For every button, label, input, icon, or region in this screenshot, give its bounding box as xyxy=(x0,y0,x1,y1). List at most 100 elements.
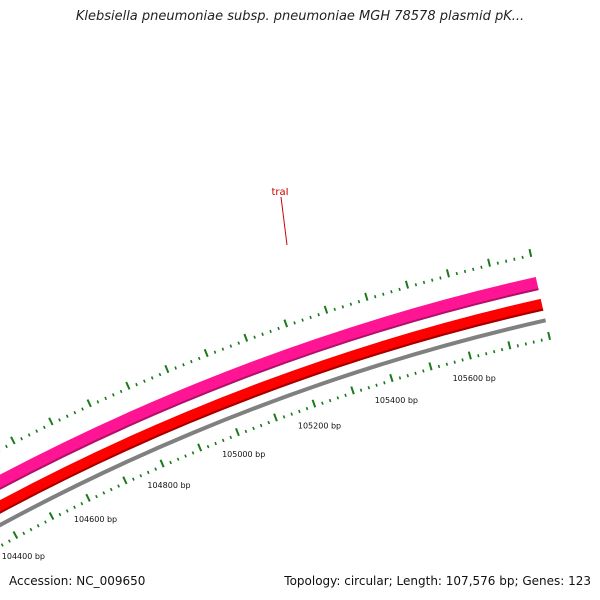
scale-tick xyxy=(146,470,150,475)
gene-label-pointer xyxy=(280,196,288,246)
outer-tick xyxy=(487,258,491,267)
outer-tick xyxy=(164,364,170,374)
gene-label-trai[interactable]: traI xyxy=(271,187,288,198)
outer-tick xyxy=(81,407,84,411)
outer-tick xyxy=(333,307,336,312)
map-summary-text: Topology: circular; Length: 107,576 bp; … xyxy=(284,574,591,588)
scale-label: 105200 bp xyxy=(298,422,341,431)
scale-tick xyxy=(176,457,180,461)
outer-tick xyxy=(104,396,108,401)
outer-tick xyxy=(382,292,385,296)
outer-tick xyxy=(472,267,475,272)
scale-tick xyxy=(500,348,504,352)
scale-tick xyxy=(252,426,255,431)
scale-tick xyxy=(139,474,143,478)
outer-tick xyxy=(269,329,272,334)
outer-tick xyxy=(463,269,467,274)
outer-tick xyxy=(10,436,16,445)
outer-tick xyxy=(431,278,434,282)
outer-tick xyxy=(65,414,69,418)
scale-label: 104800 bp xyxy=(147,481,190,490)
scale-tick xyxy=(214,441,217,446)
outer-tick xyxy=(398,287,401,292)
accession-text: Accession: NC_009650 xyxy=(9,574,146,588)
outer-tick xyxy=(27,433,31,437)
outer-tick xyxy=(119,389,123,394)
scale-tick xyxy=(311,399,317,408)
outer-tick xyxy=(135,382,138,387)
outer-tick xyxy=(414,283,418,287)
outer-tick xyxy=(111,393,115,397)
scale-tick xyxy=(305,406,309,411)
scale-tick xyxy=(524,342,527,346)
outer-tick xyxy=(197,356,201,361)
scale-tick xyxy=(453,360,456,364)
outer-tick xyxy=(158,372,162,377)
scale-tick xyxy=(95,494,98,499)
outer-tick xyxy=(422,280,426,285)
outer-tick xyxy=(96,400,100,404)
outer-tick xyxy=(480,265,483,269)
map-title: Klebsiella pneumoniae subsp. pneumoniae … xyxy=(75,9,525,24)
outer-tick xyxy=(253,335,256,339)
track-forward-genes[interactable] xyxy=(0,276,539,572)
outer-tick xyxy=(277,326,280,331)
outer-tick xyxy=(357,299,361,304)
outer-tick xyxy=(261,332,264,336)
outer-tick xyxy=(143,379,146,383)
scale-tick xyxy=(117,484,120,488)
scale-tick xyxy=(267,420,271,425)
track-forward-genes-edge xyxy=(0,288,539,490)
scale-tick xyxy=(406,373,409,378)
scale-tick xyxy=(298,409,301,414)
scale-tick xyxy=(398,376,402,380)
scale-tick xyxy=(422,369,425,373)
scale-tick xyxy=(206,444,210,449)
outer-tick xyxy=(182,363,185,367)
scale-tick xyxy=(244,429,248,434)
scale-tick xyxy=(437,364,441,369)
scale-tick xyxy=(102,491,106,495)
scale-tick xyxy=(197,443,203,452)
track-reverse-genes[interactable] xyxy=(0,298,544,591)
scale-tick xyxy=(547,331,551,341)
outer-tick xyxy=(455,271,458,276)
scale-tick xyxy=(532,340,535,344)
outer-tick xyxy=(349,302,353,306)
scale-label: 105400 bp xyxy=(375,396,418,405)
outer-tick xyxy=(309,315,312,320)
scale-tick xyxy=(109,487,113,492)
scale-tick xyxy=(0,543,4,547)
outer-tick xyxy=(150,376,154,380)
outer-tick xyxy=(213,350,217,354)
outer-tick xyxy=(390,290,393,294)
outer-tick xyxy=(521,255,524,259)
scale-tick xyxy=(36,524,40,528)
track-backbone xyxy=(0,318,547,528)
scale-tick xyxy=(507,341,512,350)
scale-labels: 104400 bp 104600 bp 104800 bp 105000 bp 1052… xyxy=(2,374,496,561)
scale-tick xyxy=(73,505,76,509)
scale-tick xyxy=(540,338,543,342)
scale-tick xyxy=(229,435,233,440)
scale-tick xyxy=(336,396,340,400)
outer-tick xyxy=(374,294,377,299)
scale-tick xyxy=(467,351,472,360)
outer-tick xyxy=(283,319,289,328)
scale-tick xyxy=(85,493,91,502)
outer-tick xyxy=(439,276,442,280)
scale-tick xyxy=(344,393,347,397)
scale-label: 104600 bp xyxy=(74,515,117,524)
scale-tick xyxy=(414,371,417,375)
scale-tick-ring xyxy=(0,331,551,547)
scale-tick xyxy=(191,451,195,455)
outer-tick xyxy=(20,437,23,441)
outer-tick xyxy=(301,318,304,322)
scale-tick xyxy=(493,350,496,354)
outer-tick xyxy=(513,257,516,261)
outer-tick xyxy=(323,305,329,314)
outer-tick xyxy=(341,305,345,309)
scale-tick xyxy=(122,476,128,485)
feature-tracks xyxy=(0,276,547,591)
outer-tick xyxy=(445,269,450,278)
